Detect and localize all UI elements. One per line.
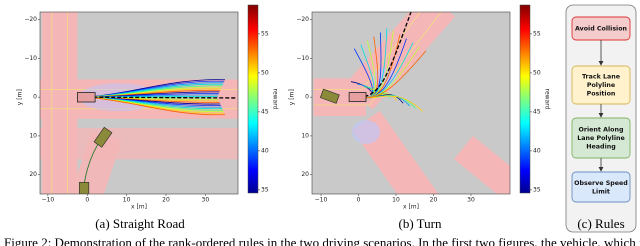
colorbar-tick-label: 55 bbox=[261, 30, 269, 37]
y-tick-label: 20 bbox=[29, 171, 37, 178]
colorbar bbox=[519, 4, 531, 194]
rule-label: Position bbox=[587, 91, 616, 98]
plot-frame bbox=[39, 11, 239, 195]
rule-label: Observe Speed bbox=[574, 180, 628, 187]
y-tick-label: −10 bbox=[296, 55, 309, 62]
colorbar-tick-label: 40 bbox=[533, 147, 541, 154]
x-tick-label: 20 bbox=[162, 197, 170, 204]
x-tick-label: 0 bbox=[85, 197, 89, 204]
panel-caption: (a) Straight Road bbox=[95, 216, 185, 231]
x-tick-label: 10 bbox=[392, 197, 400, 204]
rule-label: Orient Along bbox=[579, 127, 624, 134]
other-vehicle bbox=[79, 182, 90, 194]
rule-label: Polyline bbox=[587, 82, 615, 89]
colorbar-tick-label: 45 bbox=[261, 108, 269, 115]
colorbar-label: reward bbox=[544, 89, 551, 110]
y-tick-label: −20 bbox=[24, 16, 37, 23]
y-tick-label: −10 bbox=[24, 55, 37, 62]
colorbar bbox=[247, 4, 259, 194]
rule-label: Track Lane bbox=[582, 74, 620, 81]
x-tick-label: 0 bbox=[357, 197, 361, 204]
x-tick-label: 30 bbox=[202, 197, 210, 204]
colorbar-tick-label: 50 bbox=[533, 69, 541, 76]
y-tick-label: 0 bbox=[33, 94, 37, 101]
colorbar-tick-label: 50 bbox=[261, 69, 269, 76]
colorbar-tick-label: 35 bbox=[533, 186, 541, 193]
road bbox=[313, 12, 442, 106]
road bbox=[344, 12, 456, 110]
x-tick-label: 10 bbox=[123, 197, 131, 204]
colorbar-label: reward bbox=[272, 89, 279, 110]
other-vehicle bbox=[93, 126, 113, 148]
panel-caption: (b) Turn bbox=[399, 216, 442, 231]
rule-label: Avoid Collision bbox=[575, 26, 627, 33]
x-tick-label: 20 bbox=[430, 197, 438, 204]
rule-node bbox=[571, 171, 631, 203]
rule-label: Lane Polyline bbox=[577, 135, 624, 142]
y-tick-label: −20 bbox=[296, 16, 309, 23]
y-tick-label: 0 bbox=[305, 94, 309, 101]
y-axis-label: y [m] bbox=[289, 89, 296, 105]
x-tick-label: −10 bbox=[42, 197, 55, 204]
rule-label: Limit bbox=[592, 188, 610, 195]
colorbar-tick-label: 35 bbox=[261, 186, 269, 193]
x-tick-label: −10 bbox=[315, 197, 328, 204]
ego-vehicle bbox=[348, 92, 367, 102]
colorbar-tick-label: 55 bbox=[533, 30, 541, 37]
figure-caption: Figure 2: Demonstration of the rank-orde… bbox=[4, 235, 640, 246]
x-axis-label: x [m] bbox=[403, 204, 419, 211]
road bbox=[454, 135, 510, 194]
plot-area bbox=[312, 12, 510, 194]
y-tick-label: 20 bbox=[301, 171, 309, 178]
colorbar-tick-label: 45 bbox=[533, 108, 541, 115]
road bbox=[313, 12, 421, 90]
other-vehicle bbox=[319, 88, 340, 104]
trajectory bbox=[87, 96, 226, 116]
ego-vehicle bbox=[76, 92, 96, 103]
plot-frame bbox=[311, 11, 511, 195]
rule-label: Heading bbox=[586, 144, 615, 151]
x-tick-label: 30 bbox=[467, 197, 475, 204]
y-tick-label: 10 bbox=[301, 132, 309, 139]
plot-area bbox=[40, 12, 238, 194]
planned-path bbox=[87, 96, 237, 99]
panel-caption: (c) Rules bbox=[577, 216, 624, 231]
x-axis-label: x [m] bbox=[131, 204, 147, 211]
glow bbox=[352, 120, 380, 145]
y-axis-label: y [m] bbox=[17, 89, 24, 105]
y-tick-label: 10 bbox=[29, 132, 37, 139]
colorbar-tick-label: 40 bbox=[261, 147, 269, 154]
